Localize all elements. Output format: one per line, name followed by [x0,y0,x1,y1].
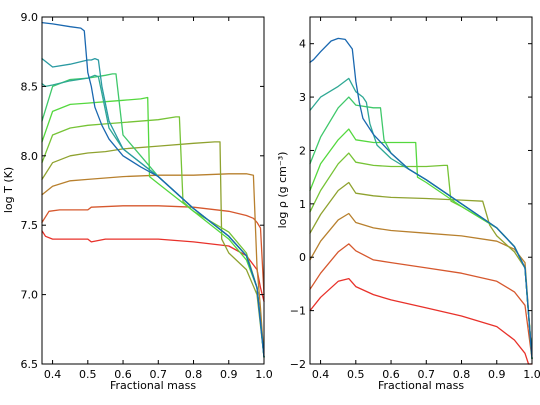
density-xtick-label: 0.6 [382,368,400,381]
density-xtick-label: 0.4 [312,368,330,381]
density-ytick-label: 3 [299,91,306,104]
temperature-xtick-label: 0.8 [185,368,203,381]
temperature-panel: 0.4 0.5 0.6 0.7 0.8 0.9 1.06.57.07.58.08.59.0 … [2,11,273,392]
density-ytick-label: 4 [299,38,306,51]
density-ytick-label: −2 [290,358,306,371]
temperature-xtick-label: 0.5 [79,368,97,381]
temperature-series-6 [41,73,265,358]
temperature-series-7 [41,74,265,358]
density-ytick-label: 2 [299,144,306,157]
density-plot-frame [309,16,533,365]
temperature-plot-frame [41,16,265,365]
temperature-ytick-label: 6.5 [21,358,39,371]
temperature-xtick-label: 1.0 [255,368,273,381]
temperature-ylabel: log T (K) [2,167,15,213]
temperature-xtick-label: 0.9 [220,368,238,381]
temperature-ytick-label: 8.5 [21,80,39,93]
density-xtick-label: 0.5 [347,368,365,381]
temperature-xtick-label: 0.6 [114,368,132,381]
density-xlabel: Fractional mass [378,379,464,392]
density-xtick-label: 0.7 [418,368,436,381]
temperature-series-4 [41,116,265,358]
temperature-ytick-label: 8.0 [21,150,39,163]
density-series-0 [309,277,533,365]
density-series-7 [309,77,533,360]
density-ytick-label: 1 [299,198,306,211]
density-series-3 [309,181,533,360]
temperature-xlabel: Fractional mass [110,379,196,392]
temperature-series-5 [41,96,265,358]
density-series-6 [309,96,533,360]
temperature-series-9 [41,21,265,358]
density-panel: 0.4 0.5 0.6 0.7 0.8 0.9 1.0 −2 −1 0 1 2 3 4 Fractiona… [276,16,540,392]
temperature-series-1 [41,205,265,296]
density-ylabel: log ρ (g cm⁻³) [276,152,289,229]
density-series-8 [309,37,533,360]
temperature-series-0 [41,230,265,303]
density-xtick-label: 1.0 [523,368,540,381]
density-series-1 [309,243,533,360]
density-xtick-label: 0.9 [488,368,506,381]
temperature-ytick-label: 7.5 [21,219,39,232]
density-ytick-label: −1 [290,305,306,318]
temperature-ytick-label: 9.0 [21,11,39,24]
temperature-xtick-label: 0.4 [44,368,62,381]
density-ytick-label: 0 [299,251,306,264]
density-series-2 [309,212,533,360]
temperature-ytick-label: 7.0 [21,289,39,302]
density-xtick-label: 0.8 [453,368,471,381]
temperature-series-3 [41,141,265,358]
temperature-xtick-label: 0.7 [150,368,168,381]
density-series-5 [309,128,533,360]
temperature-series-2 [41,173,265,358]
